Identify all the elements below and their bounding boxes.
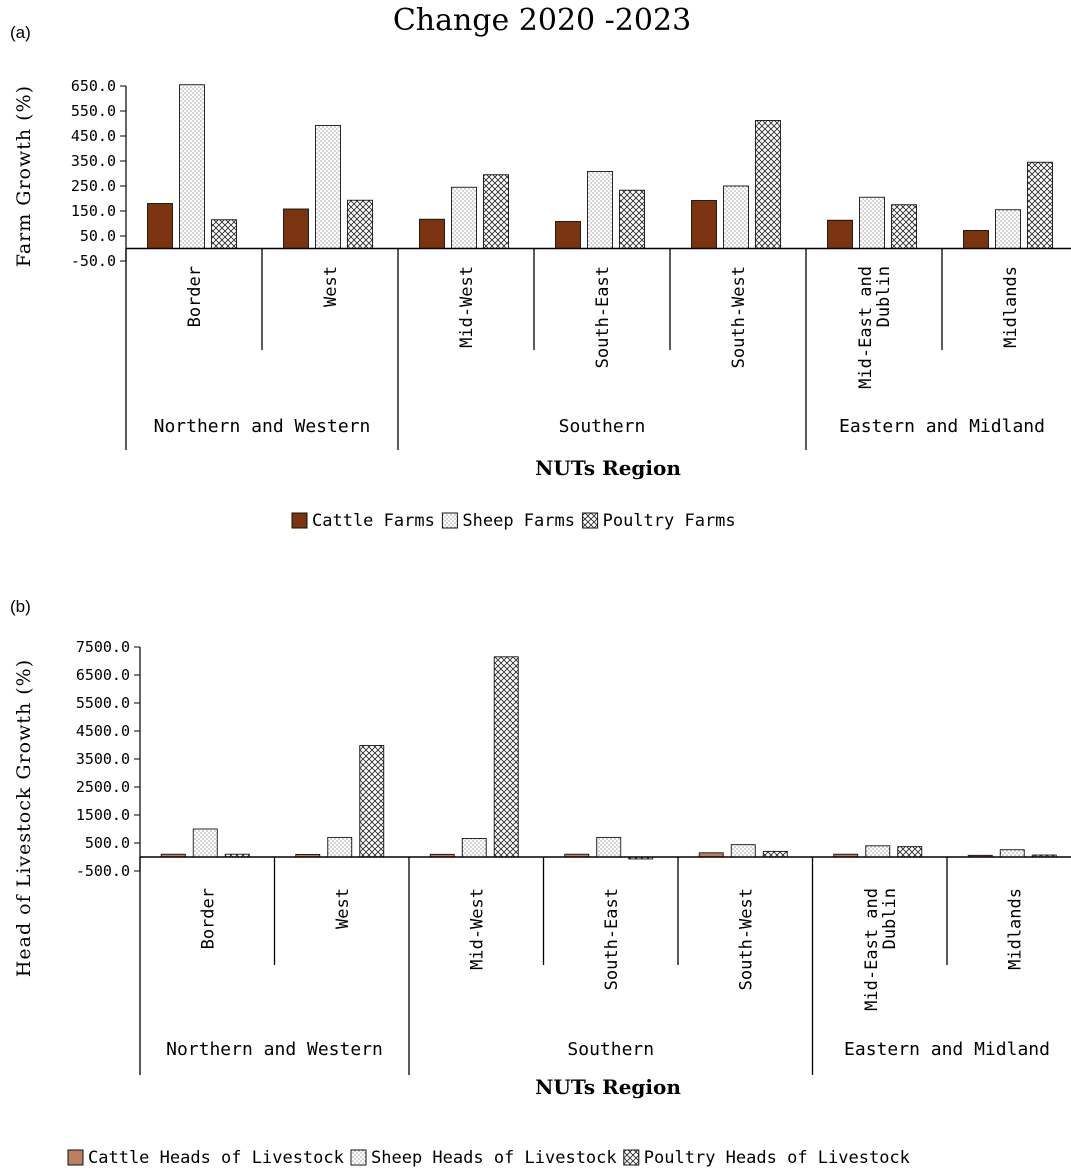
- legend: Cattle Farms Sheep Farms Poultry Farms: [291, 511, 736, 531]
- bar-poultry-heads-of-livestock: [359, 745, 385, 858]
- legend-swatch: [441, 512, 458, 529]
- legend-swatch: [67, 1149, 84, 1166]
- bar-sheep-farms: [315, 125, 341, 249]
- bar-sheep-heads-of-livestock: [730, 844, 756, 858]
- y-tick-label: 450.0: [71, 127, 116, 145]
- legend-label: Poultry Farms: [603, 511, 736, 531]
- bar-sheep-heads-of-livestock: [327, 836, 353, 858]
- bar-poultry-farms: [483, 174, 509, 249]
- group-label: Southern: [559, 416, 646, 437]
- panel-label: (b): [10, 597, 31, 616]
- category-label: South-West: [729, 266, 749, 368]
- bar-sheep-heads-of-livestock: [999, 849, 1025, 858]
- y-tick-label: 350.0: [71, 152, 116, 170]
- group-label: Eastern and Midland: [844, 1039, 1050, 1060]
- bar-poultry-heads-of-livestock: [493, 656, 519, 858]
- category-label: Mid-East andDublin: [856, 266, 894, 389]
- y-axis-title: Head of Livestock Growth (%): [13, 659, 35, 977]
- bar-sheep-farms: [587, 171, 613, 249]
- legend-label: Cattle Farms: [312, 511, 435, 531]
- legend: Cattle Heads of Livestock Sheep Heads of …: [67, 1148, 910, 1168]
- group-label: Eastern and Midland: [839, 416, 1045, 437]
- category-label: West: [333, 888, 353, 929]
- y-tick-label: -50.0: [71, 252, 116, 270]
- category-label: Mid-West: [467, 888, 487, 970]
- category-label: Midlands: [1005, 888, 1025, 970]
- x-axis-title: NUTs Region: [535, 1075, 681, 1099]
- bar-cattle-farms: [963, 230, 989, 249]
- y-tick-label: 7500.0: [76, 638, 130, 656]
- category-label: South-West: [736, 888, 756, 990]
- category-label: Mid-West: [457, 266, 477, 348]
- category-label: Border: [198, 888, 218, 949]
- panel-label: (a): [10, 23, 31, 42]
- bar-sheep-farms: [995, 209, 1021, 249]
- bar-poultry-farms: [619, 189, 645, 249]
- y-tick-label: 2500.0: [76, 778, 130, 796]
- bar-poultry-farms: [891, 204, 917, 249]
- y-tick-label: 150.0: [71, 202, 116, 220]
- bar-sheep-heads-of-livestock: [192, 828, 218, 858]
- panel-a-farm-growth: (a) Change 2020 -2023 650.0 550.0 450.0 350.0…: [10, 3, 1071, 531]
- bar-poultry-farms: [1027, 161, 1053, 249]
- legend-swatch: [582, 512, 599, 529]
- bar-sheep-heads-of-livestock: [865, 845, 891, 858]
- bar-cattle-farms: [827, 219, 853, 249]
- panel-b-livestock-growth: (b) 7500.0 6500.0 5500.0 4500.0 3500.0 2500.0 1…: [10, 597, 1071, 1168]
- bar-cattle-farms: [147, 203, 173, 249]
- y-tick-label: 500.0: [85, 834, 130, 852]
- bar-poultry-farms: [211, 219, 237, 249]
- bar-sheep-farms: [451, 186, 477, 249]
- legend-label: Sheep Farms: [462, 511, 575, 531]
- category-label: West: [321, 266, 341, 307]
- group-label: Northern and Western: [166, 1039, 383, 1060]
- y-axis-title: Farm Growth (%): [13, 85, 35, 267]
- chart-title: Change 2020 -2023: [393, 3, 691, 38]
- bar-cattle-farms: [419, 218, 445, 249]
- category-label: Midlands: [1001, 266, 1021, 348]
- category-label: Border: [185, 266, 205, 327]
- bar-sheep-farms: [179, 84, 205, 249]
- legend-swatch: [291, 512, 308, 529]
- y-tick-label: -500.0: [76, 862, 130, 880]
- legend-swatch: [350, 1149, 367, 1166]
- bar-cattle-farms: [691, 200, 717, 249]
- y-tick-label: 650.0: [71, 77, 116, 95]
- y-tick-label: 6500.0: [76, 666, 130, 684]
- bar-sheep-farms: [723, 185, 749, 249]
- category-label: South-East: [602, 888, 622, 990]
- bar-poultry-heads-of-livestock: [897, 846, 923, 858]
- legend-swatch: [623, 1149, 640, 1166]
- category-label: Mid-East andDublin: [862, 888, 900, 1011]
- y-tick-label: 550.0: [71, 102, 116, 120]
- bar-sheep-heads-of-livestock: [461, 838, 487, 858]
- y-tick-label: 3500.0: [76, 750, 130, 768]
- y-tick-label: 1500.0: [76, 806, 130, 824]
- legend-label: Poultry Heads of Livestock: [644, 1148, 910, 1168]
- bar-poultry-farms: [347, 199, 373, 249]
- bar-cattle-farms: [555, 221, 581, 249]
- y-tick-label: 250.0: [71, 177, 116, 195]
- legend-label: Sheep Heads of Livestock: [371, 1148, 617, 1168]
- y-tick-label: 50.0: [80, 227, 116, 245]
- group-label: Northern and Western: [154, 416, 371, 437]
- y-tick-label: 4500.0: [76, 722, 130, 740]
- bar-cattle-farms: [283, 208, 309, 249]
- legend-label: Cattle Heads of Livestock: [88, 1148, 344, 1168]
- bar-sheep-farms: [859, 196, 885, 249]
- bar-sheep-heads-of-livestock: [596, 836, 622, 858]
- y-tick-label: 5500.0: [76, 694, 130, 712]
- bar-poultry-farms: [755, 120, 781, 249]
- bar-poultry-heads-of-livestock: [762, 850, 788, 858]
- x-axis-title: NUTs Region: [535, 456, 681, 480]
- group-label: Southern: [567, 1039, 654, 1060]
- category-label: South-East: [593, 266, 613, 368]
